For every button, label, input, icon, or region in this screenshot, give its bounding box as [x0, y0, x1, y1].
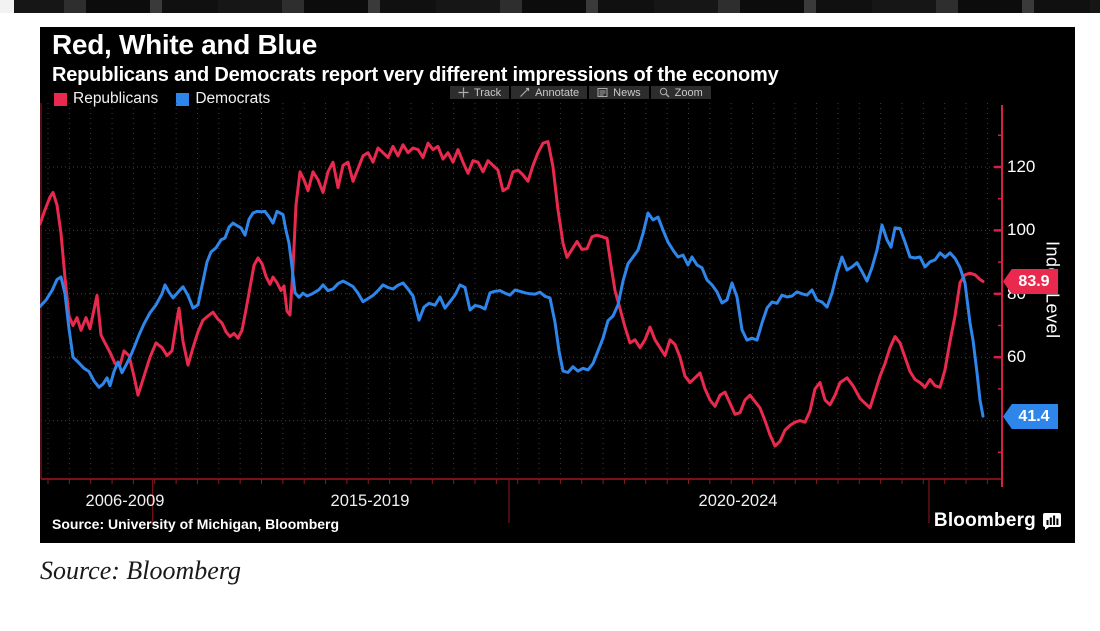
- democrats-last-value-badge: 41.4: [1003, 404, 1058, 429]
- cropped-content-strip: [0, 0, 1100, 13]
- x-label-2020-2024: 2020-2024: [698, 492, 778, 510]
- bloomberg-logo: Bloomberg: [934, 510, 1061, 532]
- track-button[interactable]: Track: [450, 86, 510, 99]
- y-tick-label-120: 120: [1007, 157, 1036, 176]
- chart-toolbar: Track Annotate News Zoom: [450, 86, 711, 99]
- annotate-icon: [520, 87, 530, 97]
- track-button-label: Track: [474, 86, 502, 99]
- legend-label-democrats: Democrats: [195, 90, 271, 107]
- track-icon: [458, 87, 469, 98]
- x-label-2015-2019: 2015-2019: [330, 492, 410, 510]
- annotate-button[interactable]: Annotate: [511, 86, 588, 99]
- republicans-series-line: [40, 140, 985, 448]
- source-note: Source: University of Michigan, Bloomber…: [52, 516, 340, 532]
- bloomberg-logo-text: Bloomberg: [933, 510, 1036, 531]
- zoom-button[interactable]: Zoom: [650, 86, 711, 99]
- democrats-swatch-icon: [176, 92, 190, 106]
- chart-subtitle: Republicans and Democrats report very di…: [52, 64, 779, 86]
- y-tick-label-60: 60: [1007, 347, 1026, 366]
- bloomberg-terminal-icon: [1043, 512, 1061, 530]
- zoom-icon: [659, 87, 670, 98]
- legend-label-republicans: Republicans: [73, 90, 159, 107]
- legend-item-democrats: Democrats: [176, 90, 270, 108]
- legend: Republicans Democrats: [54, 90, 270, 108]
- news-button-label: News: [613, 86, 641, 99]
- republicans-last-value-badge: 83.9: [1003, 269, 1058, 294]
- chart-title: Red, White and Blue: [52, 29, 317, 60]
- annotate-button-label: Annotate: [535, 86, 580, 99]
- legend-item-republicans: Republicans: [54, 90, 158, 108]
- news-button[interactable]: News: [589, 86, 649, 99]
- bloomberg-chart-card: Red, White and Blue Republicans and Demo…: [40, 27, 1075, 543]
- republicans-swatch-icon: [54, 92, 67, 106]
- x-label-2006-2009: 2006-2009: [85, 492, 165, 510]
- zoom-button-label: Zoom: [674, 86, 703, 99]
- page-caption: Source: Bloomberg: [40, 556, 241, 585]
- plot-area[interactable]: [40, 27, 1075, 543]
- news-icon: [597, 88, 608, 97]
- y-tick-label-100: 100: [1007, 220, 1036, 239]
- democrats-series-line: [40, 209, 985, 418]
